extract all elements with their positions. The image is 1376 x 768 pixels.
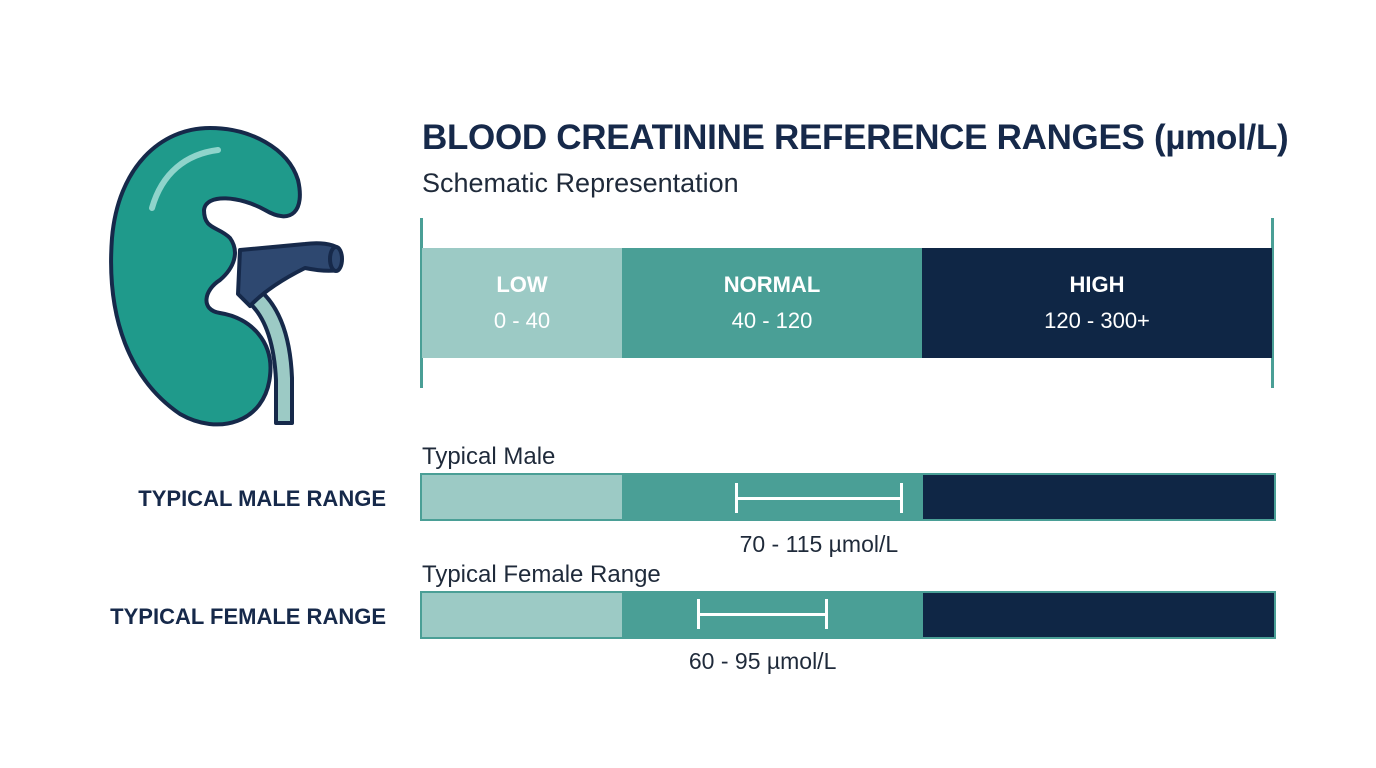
female-range-value: 60 - 95 µmol/L — [688, 648, 837, 674]
segment-low-name: LOW — [496, 272, 548, 297]
male-range-bracket — [734, 483, 904, 513]
male-track-high — [923, 475, 1274, 519]
female-track-high — [923, 593, 1274, 637]
male-caption: Typical Male — [422, 443, 556, 470]
segment-high: HIGH 120 - 300+ — [922, 248, 1272, 358]
segment-low-range: 0 - 40 — [493, 308, 551, 333]
segment-normal: NORMAL 40 - 120 — [622, 248, 922, 358]
segment-high-range: 120 - 300+ — [1044, 308, 1150, 333]
chart-title: BLOOD CREATININE REFERENCE RANGES (µmol/… — [422, 118, 1289, 157]
scale-end-tick — [1271, 218, 1274, 388]
female-range-bracket — [697, 599, 829, 629]
segment-low: LOW 0 - 40 — [422, 248, 622, 358]
reference-range-bar: LOW 0 - 40 NORMAL 40 - 120 HIGH 120 - 30… — [422, 248, 1272, 358]
female-row-label: TYPICAL FEMALE RANGE — [110, 604, 386, 629]
kidney-icon — [109, 126, 344, 427]
segment-normal-range: 40 - 120 — [731, 308, 813, 333]
male-range-value: 70 - 115 µmol/L — [739, 531, 899, 557]
female-track-low — [422, 593, 623, 637]
segment-high-name: HIGH — [1069, 272, 1125, 297]
male-track-low — [422, 475, 623, 519]
female-range-track — [420, 591, 1276, 639]
segment-normal-name: NORMAL — [723, 272, 821, 297]
female-caption: Typical Female Range — [422, 561, 661, 588]
scale-start-tick — [420, 218, 423, 388]
chart-subtitle: Schematic Representation — [422, 168, 739, 198]
male-row-label: TYPICAL MALE RANGE — [138, 486, 386, 511]
